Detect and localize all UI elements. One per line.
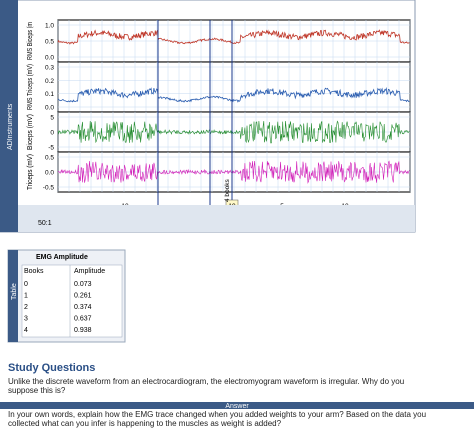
y-tick-label: 0.0 [45, 55, 54, 62]
channel-label: Triceps (mV) [27, 154, 34, 190]
answer-label: Answer [225, 403, 249, 410]
table-tab [8, 250, 18, 342]
question-1: Unlike the discrete waveform from an ele… [8, 377, 405, 395]
y-tick-label: 0.3 [45, 65, 54, 72]
y-tick-label: -0.5 [43, 185, 55, 192]
y-tick-label: 0.0 [45, 170, 54, 177]
question-2: In your own words, explain how the EMG t… [8, 410, 427, 428]
vendor-strip [0, 0, 18, 232]
table-header: Books [24, 268, 44, 275]
y-tick-label: 0.1 [45, 91, 54, 98]
table-cell: 3 [24, 316, 28, 323]
y-tick-label: 5 [50, 115, 54, 122]
table-cell: 0 [24, 281, 28, 288]
y-tick-label: 0.5 [45, 39, 54, 46]
channel-label: Biceps (mV) [27, 114, 34, 150]
trace [57, 120, 410, 144]
table-cell: 4 [24, 327, 28, 334]
comment: 4 books [224, 178, 231, 202]
table-cell: 1 [24, 293, 28, 300]
table-cell: 0.637 [74, 316, 92, 323]
trace [57, 160, 410, 184]
table-cell: 0.374 [74, 304, 92, 311]
table-header: Amplitude [74, 268, 105, 275]
y-tick-label: 0 [50, 130, 54, 137]
study-heading: Study Questions [8, 362, 96, 374]
y-tick-label: 0.0 [45, 105, 54, 112]
table-body [21, 264, 123, 338]
status-bar [18, 205, 415, 232]
zoom: 50:1 [38, 220, 52, 227]
y-tick-label: 0.2 [45, 78, 54, 85]
channel-label: RMS Biceps (m [27, 22, 34, 60]
y-tick-label: 1.0 [45, 23, 54, 30]
table-cell: 0.261 [74, 293, 92, 300]
table-tab-label: Table [11, 283, 18, 300]
trace [57, 86, 410, 103]
table-cell: 0.073 [74, 281, 92, 288]
answer-bar [0, 402, 474, 409]
table-title: EMG Amplitude [36, 254, 88, 261]
vendor: ADInstruments [7, 103, 14, 150]
table-cell: 2 [24, 304, 28, 311]
table-cell: 0.938 [74, 327, 92, 334]
y-tick-label: 0.5 [45, 155, 54, 162]
y-tick-label: -5 [48, 145, 54, 152]
trace [57, 29, 410, 45]
channel-label: RMS Triceps (mV) [27, 64, 34, 110]
